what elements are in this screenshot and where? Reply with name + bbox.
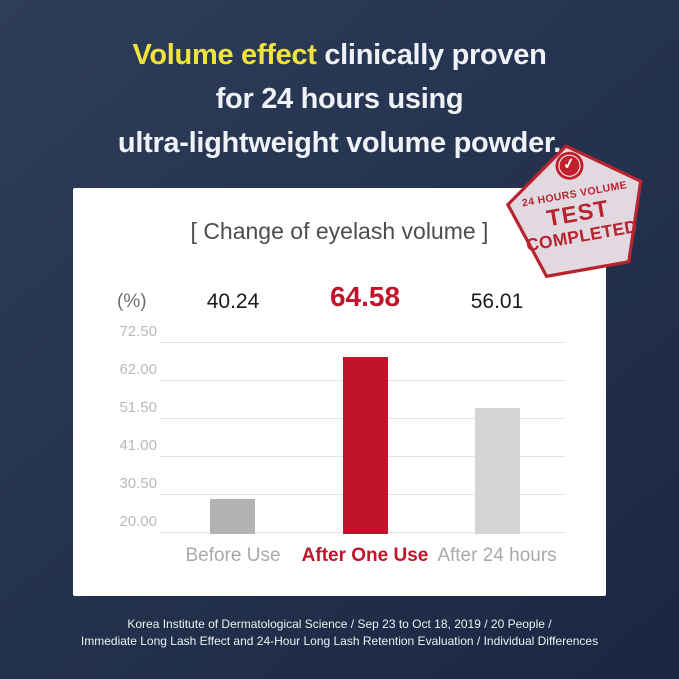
x-axis-label: Before Use: [185, 545, 281, 566]
disclaimer-line-1: Korea Institute of Dermatological Scienc…: [127, 617, 552, 631]
y-axis-tick: 62.00: [119, 361, 157, 378]
y-axis-unit-label: (%): [117, 291, 147, 312]
x-axis-label-highlighted: After One Use: [301, 545, 429, 566]
bar-value-label: 40.24: [206, 290, 260, 313]
headline-line-2: for 24 hours using: [215, 83, 464, 115]
headline: Volume effect clinically proven for 24 h…: [0, 33, 679, 165]
x-axis-label: After 24 hours: [437, 545, 557, 566]
headline-line-1-rest: clinically proven: [316, 39, 547, 71]
headline-highlight: Volume effect: [132, 39, 317, 71]
y-axis-tick: 72.50: [119, 323, 157, 340]
y-axis-tick: 41.00: [119, 437, 157, 454]
chart-card: [ Change of eyelash volume ] (%) 40.24 6…: [73, 188, 606, 596]
chart-title: [ Change of eyelash volume ]: [190, 218, 489, 244]
headline-line-1: Volume effect clinically proven: [0, 33, 679, 77]
bar-before-use: [210, 499, 255, 534]
disclaimer-line-2: Immediate Long Lash Effect and 24-Hour L…: [80, 634, 599, 648]
y-axis-tick: 51.50: [119, 399, 157, 416]
headline-line-3: ultra-lightweight volume powder.: [117, 127, 562, 159]
bar-value-label-highlighted: 64.58: [329, 281, 401, 312]
gridline: [160, 342, 565, 343]
checkmark-icon: ✓: [561, 154, 577, 174]
y-axis-tick: 20.00: [119, 513, 157, 530]
bar-after-one-use: [343, 357, 388, 534]
bar-value-label: 56.01: [470, 290, 524, 313]
study-disclaimer: Korea Institute of Dermatological Scienc…: [0, 616, 679, 650]
test-completed-stamp: ✓ 24 HOURS VOLUME TEST COMPLETED: [494, 131, 662, 296]
y-axis-tick: 30.50: [119, 475, 157, 492]
bar-after-24-hours: [475, 408, 520, 534]
